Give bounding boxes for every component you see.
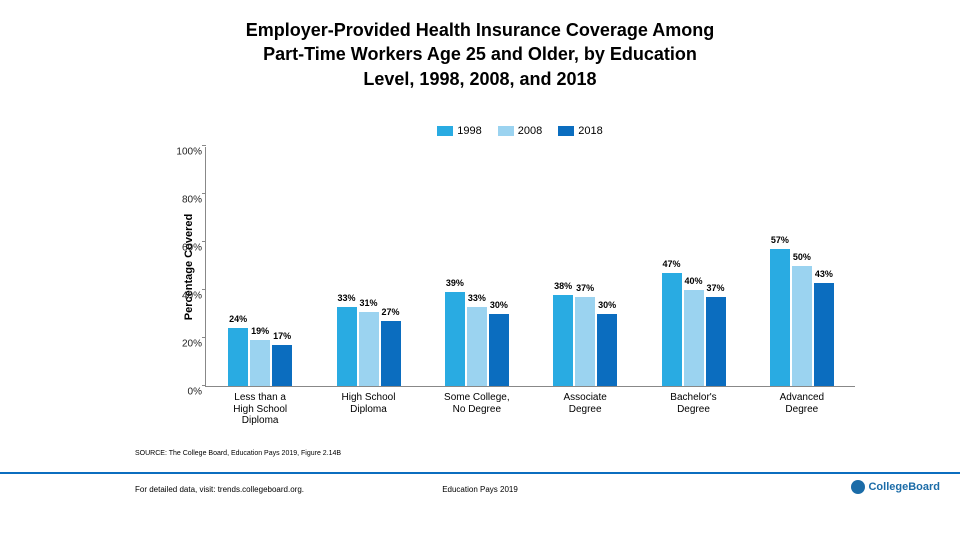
bar-value-label: 33% [468,293,486,303]
bar: 33% [337,307,357,386]
bar-value-label: 37% [576,283,594,293]
bar: 27% [381,321,401,386]
y-axis-label: Percentage Covered [183,213,195,319]
y-tick-label: 0% [168,387,202,398]
legend-item: 2018 [558,125,602,137]
x-tick-label: AssociateDegree [534,392,636,415]
bar-value-label: 17% [273,331,291,341]
x-tick-label: Bachelor'sDegree [642,392,744,415]
y-tick-mark [202,193,206,194]
x-tick-label: Some College,No Degree [426,392,528,415]
bar-value-label: 50% [793,252,811,262]
bar-value-label: 24% [229,314,247,324]
y-tick-label: 20% [168,339,202,350]
y-tick-mark [202,385,206,386]
bar: 57% [770,249,790,386]
bar-group: 24%19%17% [228,328,292,386]
legend-item: 2008 [498,125,542,137]
bar-value-label: 40% [684,276,702,286]
bar: 24% [228,328,248,386]
y-tick-mark [202,289,206,290]
x-tick-label: Less than aHigh SchoolDiploma [209,392,311,427]
bar: 19% [250,340,270,386]
x-tick-label: High SchoolDiploma [317,392,419,415]
footer-rule [0,472,960,474]
bar-group: 39%33%30% [445,292,509,386]
bar-group: 57%50%43% [770,249,834,386]
bar-group: 38%37%30% [553,295,617,386]
legend-swatch-icon [437,126,453,136]
bar: 47% [662,273,682,386]
bar-value-label: 19% [251,326,269,336]
bar-value-label: 38% [554,281,572,291]
bar-value-label: 57% [771,235,789,245]
bar: 43% [814,283,834,386]
legend-swatch-icon [498,126,514,136]
legend-swatch-icon [558,126,574,136]
bar: 38% [553,295,573,386]
bar: 30% [597,314,617,386]
y-tick-label: 100% [168,147,202,158]
brand-text: CollegeBoard [868,481,940,493]
x-tick-label: AdvancedDegree [751,392,853,415]
bar-value-label: 47% [662,259,680,269]
acorn-icon [851,480,865,494]
bar-value-label: 30% [598,300,616,310]
y-tick-mark [202,145,206,146]
bar: 39% [445,292,465,386]
bar-value-label: 43% [815,269,833,279]
bar: 40% [684,290,704,386]
bar: 37% [575,297,595,386]
legend-label: 1998 [457,125,481,137]
chart-area: 199820082018 Percentage Covered 0%20%40%… [170,125,870,420]
chart-title: Employer-Provided Health Insurance Cover… [0,0,960,91]
plot-area: Percentage Covered 0%20%40%60%80%100%24%… [205,147,855,387]
legend-item: 1998 [437,125,481,137]
brand-logo: CollegeBoard [851,480,940,494]
y-tick-label: 40% [168,291,202,302]
bar: 30% [489,314,509,386]
footer-center: Education Pays 2019 [0,485,960,494]
bar: 37% [706,297,726,386]
bar-value-label: 30% [490,300,508,310]
bar: 33% [467,307,487,386]
y-tick-mark [202,337,206,338]
bar: 31% [359,312,379,386]
bar: 50% [792,266,812,386]
y-tick-label: 60% [168,243,202,254]
bar-group: 47%40%37% [662,273,726,386]
source-text: SOURCE: The College Board, Education Pay… [135,450,341,457]
legend-label: 2018 [578,125,602,137]
bar-group: 33%31%27% [337,307,401,386]
bar-value-label: 27% [381,307,399,317]
legend: 1998 2008 2018 [170,125,870,137]
bar-value-label: 31% [359,298,377,308]
bar: 17% [272,345,292,386]
legend-label: 2008 [518,125,542,137]
bar-value-label: 37% [706,283,724,293]
bar-value-label: 33% [337,293,355,303]
y-tick-label: 80% [168,195,202,206]
bar-value-label: 39% [446,278,464,288]
y-tick-mark [202,241,206,242]
